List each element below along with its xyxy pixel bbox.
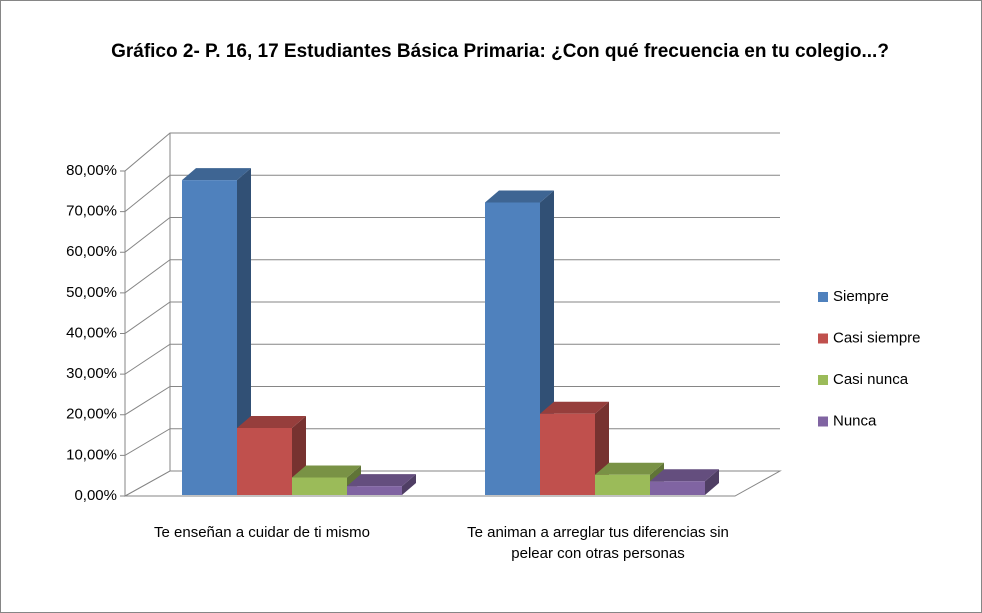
bar-face	[402, 474, 416, 495]
legend-swatch	[818, 375, 828, 385]
bar-face	[540, 401, 609, 414]
x-tick-label: Te animan a arreglar tus diferencias sin…	[467, 524, 729, 562]
grid-line	[124, 259, 780, 294]
legend-label: Casi nunca	[833, 371, 909, 388]
bar-face	[650, 469, 719, 482]
y-tick-label: 60,00%	[66, 243, 117, 260]
y-tick-label: 30,00%	[66, 365, 117, 382]
legend-label: Nunca	[833, 412, 877, 429]
bar	[650, 469, 719, 495]
bar-face	[485, 190, 554, 203]
bar-face	[237, 415, 306, 428]
x-tick-label: Te enseñan a cuidar de ti mismo	[154, 524, 370, 541]
y-tick-label: 70,00%	[66, 203, 117, 220]
legend-swatch	[818, 292, 828, 302]
grid-line	[124, 301, 780, 334]
legend-swatch	[818, 416, 828, 427]
bar-face	[237, 427, 292, 495]
bar-face	[237, 168, 251, 495]
bar-face	[650, 481, 705, 495]
y-tick-label: 20,00%	[66, 406, 117, 423]
bar-face	[485, 202, 540, 495]
y-tick-label: 80,00%	[66, 162, 117, 179]
y-tick-label: 0,00%	[74, 487, 117, 504]
bar	[182, 168, 251, 495]
bar-face	[182, 180, 237, 495]
bar	[347, 474, 416, 495]
bar-face	[347, 474, 416, 487]
y-tick-label: 40,00%	[66, 324, 117, 341]
bar-face	[595, 474, 650, 495]
bar-face	[595, 462, 664, 475]
grid-line	[124, 132, 780, 172]
bar-face	[292, 465, 361, 478]
bar-face	[705, 469, 719, 495]
y-tick-label: 10,00%	[66, 446, 117, 463]
bar-face	[292, 477, 347, 495]
bar-face	[182, 168, 251, 181]
y-tick-label: 50,00%	[66, 284, 117, 301]
chart-title: Gráfico 2- P. 16, 17 Estudiantes Básica …	[111, 41, 889, 62]
legend-label: Siempre	[833, 288, 889, 305]
grid-line	[124, 343, 780, 375]
legend-swatch	[818, 333, 828, 344]
grid-line	[124, 217, 780, 253]
grid-line	[124, 386, 780, 416]
bar-face	[347, 486, 402, 495]
bar-face	[540, 413, 595, 495]
grid-line	[124, 174, 780, 213]
legend-label: Casi siempre	[833, 329, 921, 346]
